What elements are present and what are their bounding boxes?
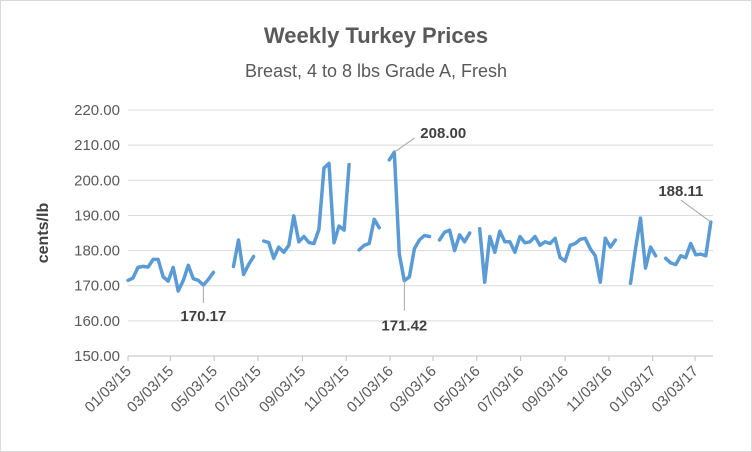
- series-line: [663, 220, 713, 267]
- data-label: 170.17: [180, 308, 226, 325]
- data-label: 208.00: [420, 125, 466, 142]
- axis-layer: 150.00 160.00 170.00 180.00 190.00 200.00 210.…: [74, 102, 713, 416]
- series-line: [231, 238, 256, 277]
- x-tick-label: 07/03/16: [474, 363, 527, 416]
- x-tick-label: 05/03/15: [168, 363, 221, 416]
- grid-layer: [128, 109, 713, 322]
- x-tick-label: 09/03/16: [519, 363, 572, 416]
- x-tick-label: 05/03/16: [430, 363, 483, 416]
- series-line: [477, 227, 618, 284]
- y-tick-label: 190.00: [74, 207, 120, 224]
- x-tick-label: 11/03/15: [301, 363, 354, 416]
- y-tick-label: 200.00: [74, 172, 120, 189]
- y-tick-label: 170.00: [74, 278, 120, 295]
- annotation-leader: [680, 199, 712, 223]
- y-tick-label: 210.00: [74, 137, 120, 154]
- series-line: [261, 161, 351, 261]
- y-tick-label: 150.00: [74, 348, 120, 365]
- y-axis-label: cents/lb: [35, 203, 52, 264]
- x-tick-label: 07/03/15: [211, 363, 264, 416]
- y-tick-label: 160.00: [74, 313, 120, 330]
- data-label: 188.11: [658, 183, 703, 200]
- x-tick-label: 03/03/17: [649, 363, 702, 416]
- series-line: [387, 150, 432, 283]
- x-tick-label: 01/03/16: [344, 363, 397, 416]
- y-tick-label: 180.00: [74, 243, 120, 260]
- series-line: [628, 216, 658, 286]
- x-tick-label: 11/03/16: [563, 363, 616, 416]
- series-line: [126, 257, 216, 293]
- annotation-layer: 170.17 208.00 171.42 188.11: [180, 125, 712, 335]
- annotation-leader: [394, 137, 415, 153]
- x-tick-label: 03/03/16: [387, 363, 440, 416]
- y-tick-label: 220.00: [74, 102, 120, 119]
- data-label: 171.42: [381, 318, 427, 335]
- x-tick-label: 03/03/15: [124, 363, 177, 416]
- x-tick-label: 09/03/15: [256, 363, 309, 416]
- series-layer: [126, 150, 713, 293]
- series-line: [437, 228, 472, 253]
- series-line: [357, 217, 381, 252]
- chart-subtitle: Breast, 4 to 8 lbs Grade A, Fresh: [245, 61, 507, 81]
- chart-title: Weekly Turkey Prices: [264, 23, 488, 48]
